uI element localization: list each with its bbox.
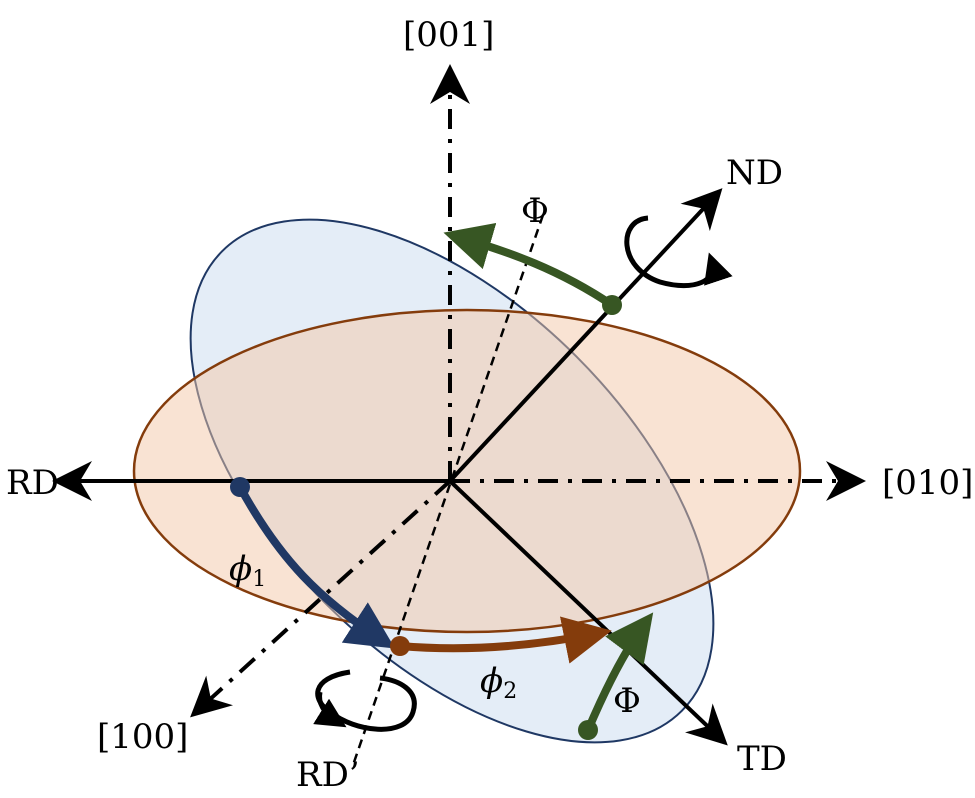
big-phi-top-arc [443,223,615,309]
big-phi-bottom-arc [584,612,654,732]
label-001: [001] [403,15,494,55]
label-010: [010] [882,463,973,503]
td-axis [448,479,728,746]
big-phi-top-dot [602,295,622,315]
label-rd-prime: RD’ [296,755,360,795]
label-100: [100] [97,717,188,757]
big-phi-bottom-dot [578,720,598,740]
label-rd: RD [6,463,59,503]
rd-prime-axis [350,214,545,769]
label-phi2: ϕ2 [480,661,517,704]
rd-prime-rotation-symbol [315,669,417,732]
rd-prime-rotation-arrowhead [313,691,347,728]
phi2-start-dot [390,636,410,656]
label-phi1: ϕ1 [229,549,266,592]
label-big-phi-bottom: Φ [613,681,641,721]
label-td: TD [737,739,787,779]
nd-axis [448,188,723,483]
label-nd: ND [726,153,783,193]
phi1-arc [236,485,396,649]
phi1-start-dot [230,477,250,497]
nd-rotation-symbol [624,215,733,288]
sample-plane-ellipse [132,308,802,634]
crystal-axis-100 [190,479,452,718]
label-big-phi-top: Φ [521,191,549,231]
phi2-arc [399,616,612,664]
